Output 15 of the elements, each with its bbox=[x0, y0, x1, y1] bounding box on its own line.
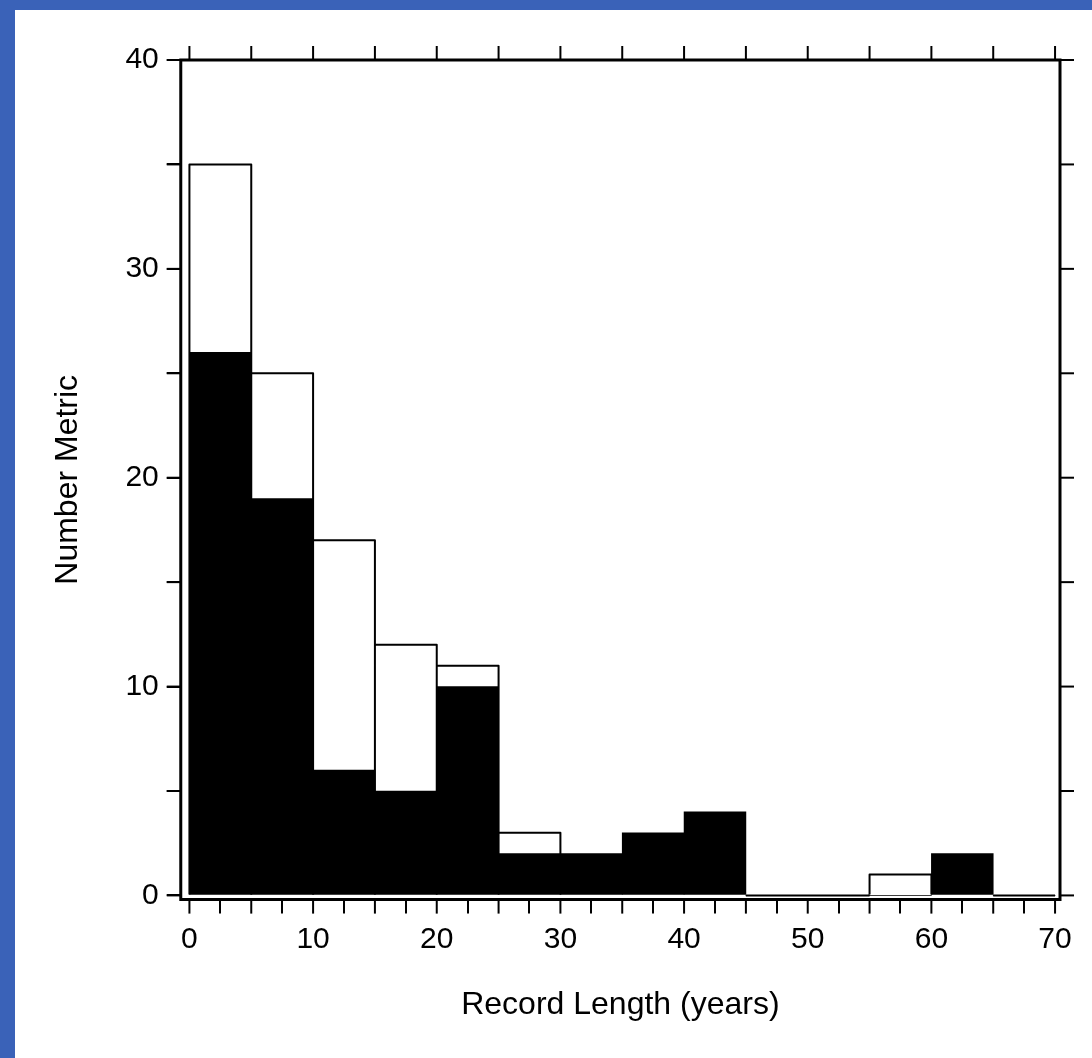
x-tick-label: 70 bbox=[1038, 920, 1072, 954]
x-tick-label: 20 bbox=[420, 920, 454, 954]
x-tick-label: 10 bbox=[296, 920, 330, 954]
y-tick-label: 40 bbox=[125, 41, 159, 75]
x-tick-label: 60 bbox=[914, 920, 949, 954]
y-axis-title: Number Metric bbox=[48, 374, 85, 585]
y-tick-label: 0 bbox=[142, 876, 159, 910]
x-tick-label: 50 bbox=[791, 920, 825, 954]
y-tick-label: 20 bbox=[125, 458, 159, 492]
x-axis-title: Record Length (years) bbox=[461, 984, 780, 1021]
y-tick-label: 10 bbox=[125, 667, 159, 701]
x-tick-label: 40 bbox=[667, 920, 701, 954]
x-tick-label: 30 bbox=[543, 920, 578, 954]
y-tick-label: 30 bbox=[125, 250, 159, 284]
x-tick-label: 0 bbox=[181, 920, 198, 954]
